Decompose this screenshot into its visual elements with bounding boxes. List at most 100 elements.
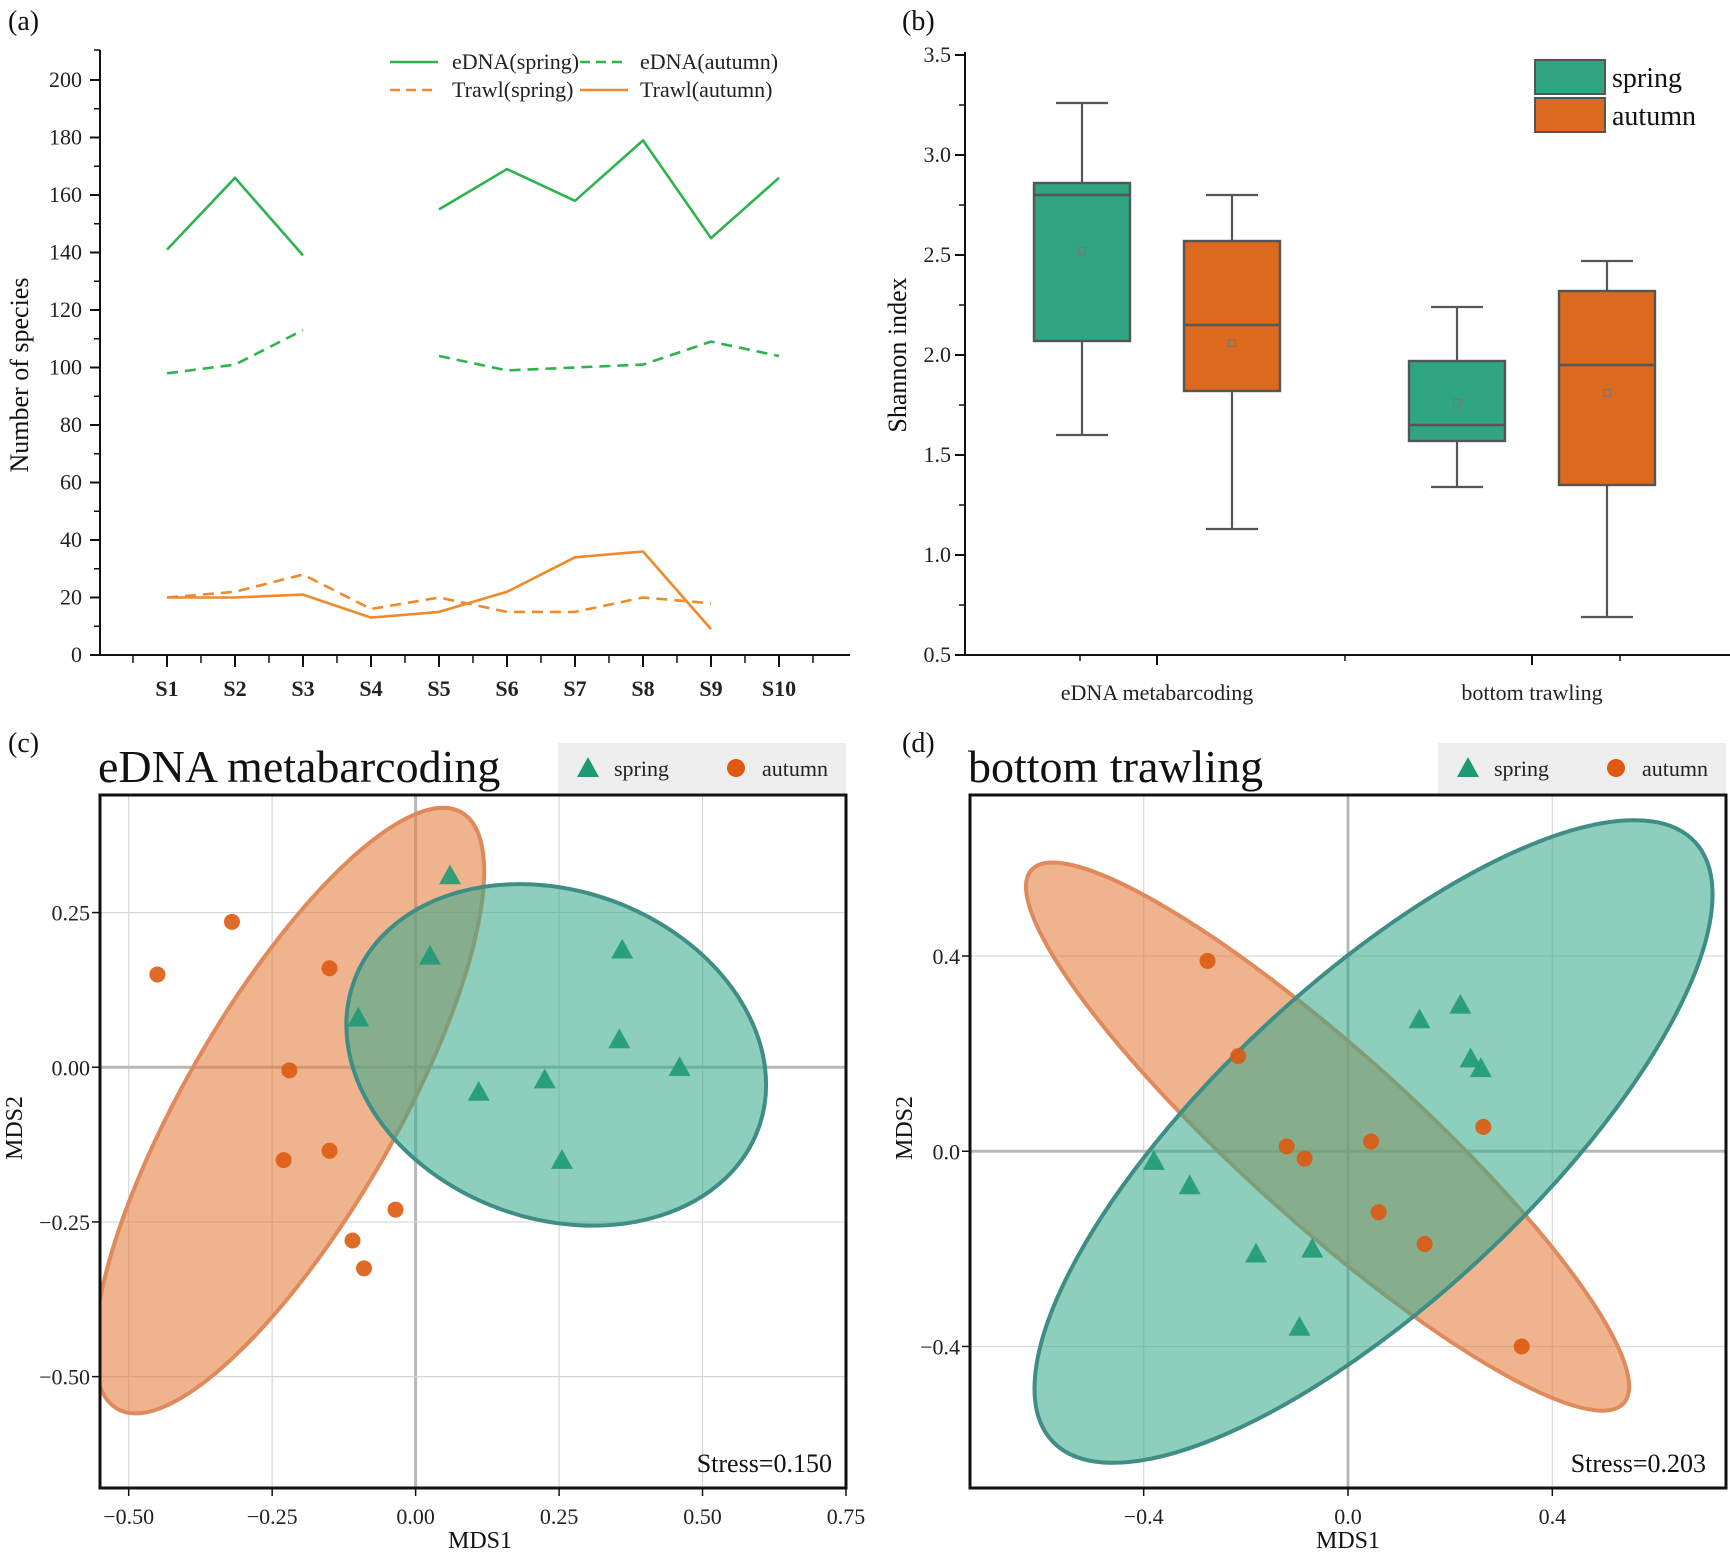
panel-c-label: (c)	[8, 728, 39, 759]
c-point-spring	[611, 938, 634, 959]
b-xtick-label: bottom trawling	[1461, 680, 1602, 705]
d-xtick-label: 0.4	[1539, 1504, 1567, 1529]
a-series-line-3	[167, 550, 712, 630]
d-xtick-label: 0.0	[1334, 1504, 1362, 1529]
d-point-autumn	[1278, 1138, 1295, 1155]
c-xtick-label: 0.25	[540, 1504, 579, 1529]
c-point-autumn	[223, 913, 240, 930]
d-point-autumn	[1475, 1118, 1492, 1135]
a-ytick-label: 180	[49, 125, 82, 150]
d-point-autumn	[1362, 1133, 1379, 1150]
c-point-autumn	[321, 1142, 338, 1159]
d-point-spring	[1449, 993, 1472, 1014]
b-ytick-label: 1.0	[924, 542, 952, 567]
b-xtick-label: eDNA metabarcoding	[1061, 680, 1253, 705]
d-point-spring	[1301, 1237, 1324, 1258]
a-ytick-label: 140	[49, 240, 82, 265]
d-point-spring	[1408, 1008, 1431, 1029]
d-legend-marker	[1607, 759, 1625, 777]
d-point-spring	[1459, 1047, 1482, 1068]
panel-d-ylabel: MDS2	[892, 1096, 918, 1160]
c-point-autumn	[355, 1260, 372, 1277]
c-xtick-label: 0.75	[827, 1504, 866, 1529]
a-xtick-label: S6	[495, 676, 518, 701]
a-xtick-label: S1	[155, 676, 178, 701]
d-ytick-label: 0.4	[933, 944, 961, 969]
b-ytick-label: 2.0	[924, 342, 952, 367]
panel-b-box-plot: 0.5 1.0 1.5 2.0 2.5 3.0 3.5 eDNA metabarcoding b…	[924, 42, 1730, 705]
a-series-line-2	[166, 573, 712, 614]
b-box-spring	[1032, 181, 1132, 343]
a-ytick-label: 60	[60, 470, 82, 495]
c-plot-area	[100, 795, 846, 1488]
c-ytick-label: −0.25	[39, 1210, 90, 1235]
panel-d-title: bottom trawling	[968, 741, 1263, 792]
panel-a-label: (a)	[8, 6, 39, 37]
c-point-autumn	[281, 1062, 298, 1079]
a-ytick-label: 0	[71, 642, 82, 667]
b-ytick-label: 0.5	[924, 642, 952, 667]
c-legend-box	[558, 743, 846, 793]
c-point-autumn	[275, 1152, 292, 1169]
d-legend-marker	[1457, 757, 1479, 777]
panel-a-line-chart: 0 20 40 60 80 100 120 140 160 180 200 S1 S2 S3 S4 S5 S6 S…	[49, 49, 850, 701]
c-point-spring	[347, 1006, 370, 1027]
c-legend-label: spring	[614, 756, 669, 781]
a-ytick-label: 80	[60, 412, 82, 437]
c-point-spring	[533, 1068, 556, 1089]
panel-d-xlabel: MDS1	[1316, 1528, 1380, 1554]
panel-c-title: eDNA metabarcoding	[98, 741, 500, 792]
d-ytick-label: −0.4	[920, 1334, 960, 1359]
a-legend-label: Trawl(spring)	[452, 77, 573, 102]
d-point-spring	[1142, 1150, 1165, 1170]
b-box-spring	[1407, 359, 1507, 443]
d-point-autumn	[1230, 1048, 1247, 1065]
c-point-spring	[439, 864, 462, 885]
b-box-autumn	[1557, 289, 1657, 487]
a-legend-label: Trawl(autumn)	[640, 77, 772, 102]
b-box-autumn	[1182, 239, 1282, 393]
c-xtick-label: 0.00	[396, 1504, 435, 1529]
d-point-autumn	[1296, 1150, 1313, 1167]
c-ytick-label: −0.50	[39, 1365, 90, 1390]
a-series-line-1	[166, 328, 304, 375]
b-legend-label: autumn	[1612, 101, 1696, 132]
panel-c-stress: Stress=0.150	[697, 1449, 832, 1478]
d-point-autumn	[1416, 1235, 1433, 1252]
panel-c-ylabel: MDS2	[2, 1096, 28, 1160]
c-xtick-label: −0.50	[103, 1504, 154, 1529]
c-ytick-label: 0.00	[52, 1055, 91, 1080]
d-point-autumn	[1370, 1204, 1387, 1221]
c-legend-marker	[727, 759, 745, 777]
d-legend-box	[1438, 743, 1726, 793]
b-ytick-label: 1.5	[924, 442, 952, 467]
a-xtick-label: S10	[762, 676, 796, 701]
c-point-autumn	[344, 1232, 361, 1249]
a-legend-label: eDNA(autumn)	[640, 49, 778, 74]
panel-d-stress: Stress=0.203	[1571, 1449, 1706, 1478]
b-mean-marker	[1602, 388, 1612, 398]
c-point-autumn	[387, 1201, 404, 1218]
d-ytick-label: 0.0	[933, 1139, 961, 1164]
a-xtick-label: S9	[699, 676, 722, 701]
c-ellipse-spring	[344, 882, 769, 1228]
d-point-spring	[1288, 1315, 1311, 1336]
a-ytick-label: 160	[49, 182, 82, 207]
a-ytick-label: 100	[49, 355, 82, 380]
a-ytick-label: 40	[60, 527, 82, 552]
d-xtick-label: −0.4	[1124, 1504, 1164, 1529]
b-mean-marker	[1227, 338, 1237, 348]
c-point-spring	[467, 1081, 490, 1101]
a-xtick-label: S8	[631, 676, 654, 701]
panel-d-nmds-trawling: −0.4 0.0 0.4 −0.4 0.0 0.4 spring autumn	[920, 743, 1728, 1529]
d-legend-label: autumn	[1642, 756, 1708, 781]
b-ytick-label: 3.5	[924, 42, 952, 67]
c-ytick-label: 0.25	[52, 901, 91, 926]
a-ytick-label: 120	[49, 297, 82, 322]
d-point-spring	[1469, 1057, 1492, 1078]
b-ytick-label: 2.5	[924, 242, 952, 267]
c-point-spring	[550, 1149, 573, 1169]
b-mean-marker	[1077, 246, 1087, 256]
c-point-spring	[608, 1028, 631, 1049]
